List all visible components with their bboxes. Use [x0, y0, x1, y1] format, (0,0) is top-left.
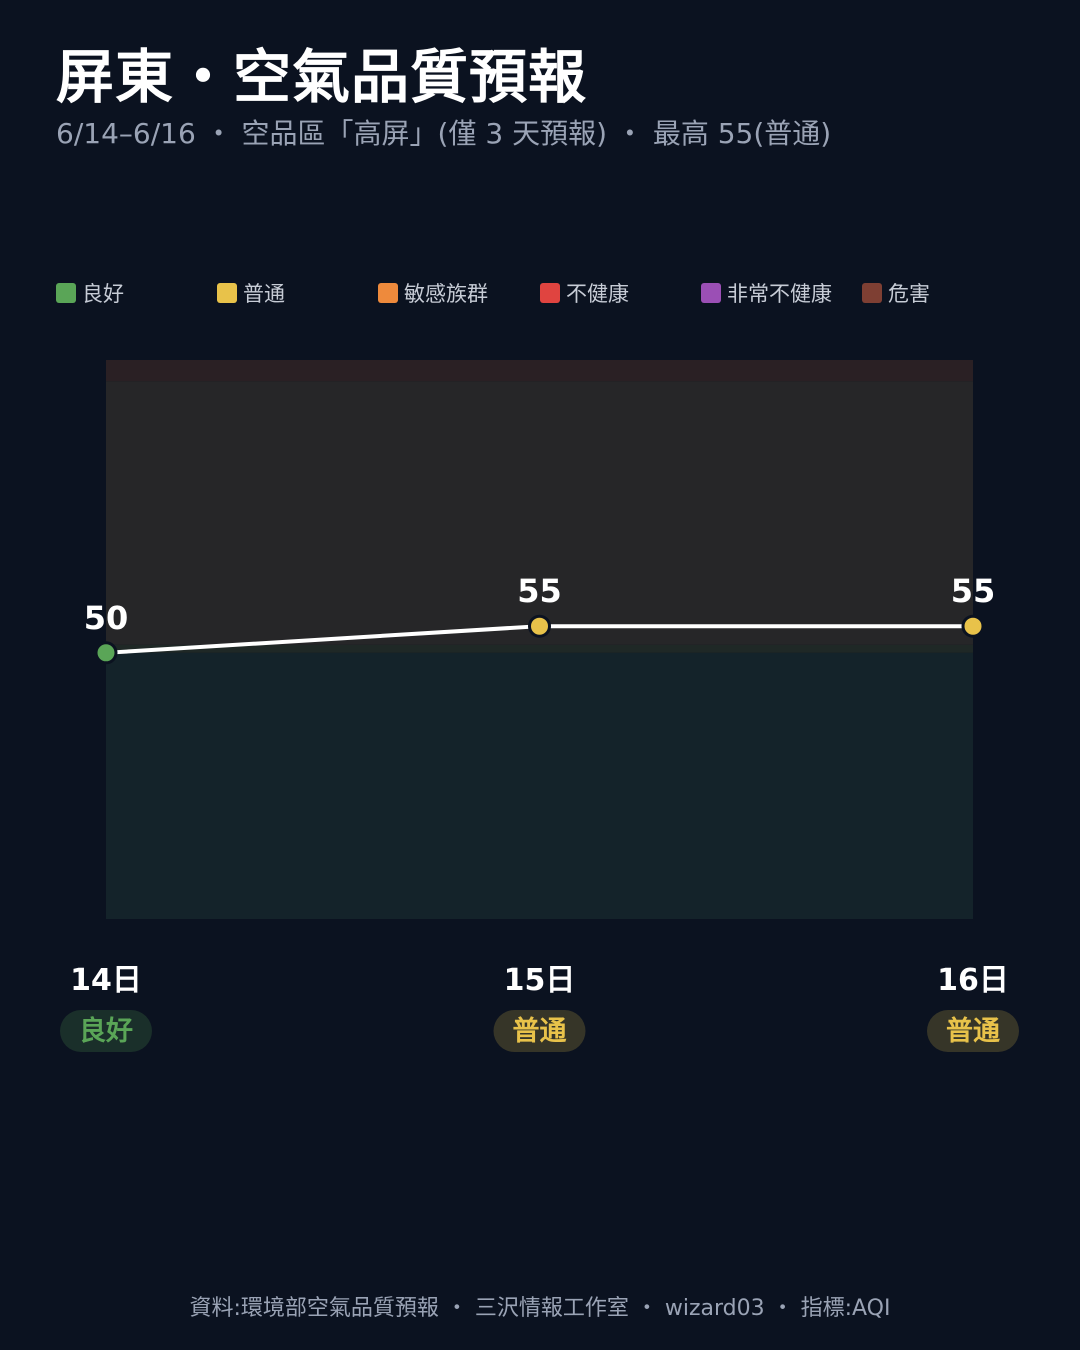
legend-label: 敏感族群 [404, 282, 488, 306]
chart-title: 屏東・空氣品質預報 [56, 43, 588, 111]
legend-item-moderate: 普通 [217, 278, 285, 308]
legend-item-sensitive: 敏感族群 [378, 278, 488, 308]
aqi-band-1 [106, 644, 973, 653]
aqi-band-0 [106, 652, 973, 919]
legend-swatch [862, 283, 882, 303]
data-point [94, 641, 118, 665]
legend-label: 非常不健康 [727, 282, 832, 306]
data-point [961, 614, 985, 638]
category-pill-label: 良好 [79, 1015, 133, 1047]
legend-label: 危害 [888, 282, 930, 306]
footer-source: 資料:環境部空氣品質預報 ・ 三沢情報工作室 ・ wizard03 ・ 指標:A… [189, 1296, 891, 1321]
category-pill [927, 1010, 1019, 1052]
legend-item-hazardous: 危害 [862, 278, 930, 308]
legend-swatch [378, 283, 398, 303]
legend: 良好 普通 敏感族群 不健康 非常不健康 危害 [56, 278, 1036, 308]
data-label: 50 [84, 599, 129, 637]
legend-label: 普通 [243, 282, 285, 306]
aqi-band-3 [106, 360, 973, 382]
category-pill-label: 普通 [513, 1015, 567, 1047]
chart-subtitle: 6/14–6/16 ・ 空品區「高屏」(僅 3 天預報) ・ 最高 55(普通) [56, 117, 832, 150]
x-tick-label: 14日 [70, 963, 142, 998]
x-tick-label: 16日 [937, 963, 1009, 998]
legend-item-very-unhealthy: 非常不健康 [701, 278, 832, 308]
legend-swatch [217, 283, 237, 303]
category-pill [60, 1010, 152, 1052]
category-pill [493, 1010, 586, 1052]
data-label: 55 [517, 572, 562, 610]
x-tick-label: 15日 [504, 963, 576, 998]
legend-item-good: 良好 [56, 278, 124, 308]
aqi-band-2 [106, 381, 973, 645]
legend-swatch [540, 283, 560, 303]
legend-swatch [56, 283, 76, 303]
data-point [528, 614, 551, 638]
legend-label: 良好 [82, 282, 124, 306]
category-pill-label: 普通 [946, 1015, 1000, 1047]
data-label: 55 [951, 572, 996, 610]
legend-item-unhealthy: 不健康 [540, 278, 629, 308]
legend-swatch [701, 283, 721, 303]
legend-label: 不健康 [566, 282, 629, 306]
